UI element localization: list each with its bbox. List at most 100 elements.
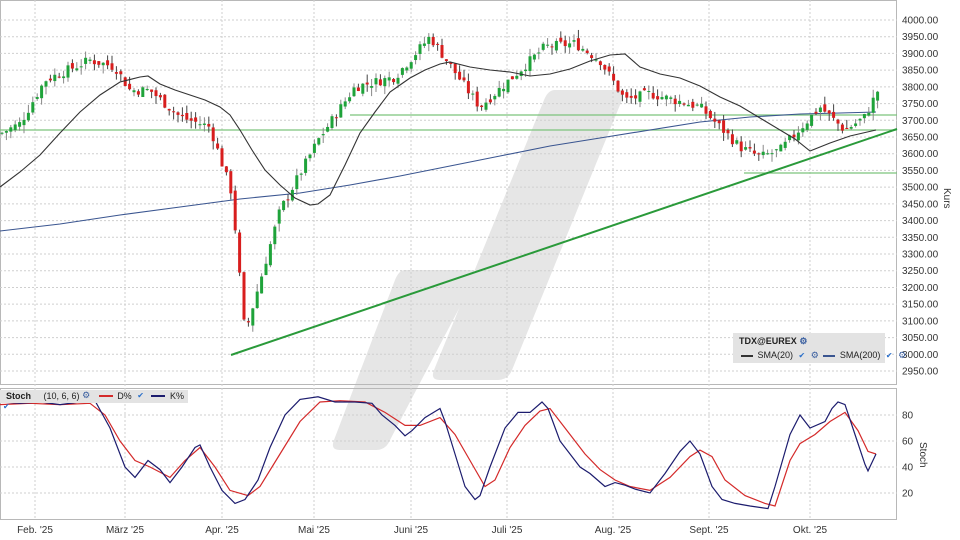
candle-body bbox=[106, 60, 110, 66]
candle-body bbox=[506, 79, 510, 93]
candle-body bbox=[634, 95, 638, 99]
stoch-axis-title: Stoch bbox=[917, 442, 928, 468]
candle-body bbox=[484, 102, 488, 110]
candle-body bbox=[466, 81, 470, 94]
sma200-visible-checkbox[interactable]: ✔ bbox=[885, 351, 893, 360]
candle-body bbox=[559, 37, 563, 42]
candle-body bbox=[598, 61, 602, 66]
price-y-tick: 3300.00 bbox=[902, 250, 939, 261]
candle-body bbox=[75, 68, 79, 71]
candle-body bbox=[44, 81, 48, 87]
x-axis-label: Mai '25 bbox=[298, 525, 330, 536]
candle-body bbox=[378, 79, 382, 86]
candle-body bbox=[295, 175, 299, 190]
candle-body bbox=[53, 74, 57, 82]
candle-body bbox=[805, 123, 809, 130]
candle-body bbox=[572, 40, 576, 42]
candle-body bbox=[700, 103, 704, 108]
candle-body bbox=[370, 86, 374, 88]
candle-body bbox=[383, 78, 387, 87]
candle-body bbox=[414, 55, 418, 61]
price-y-tick: 3800.00 bbox=[902, 82, 939, 93]
candle-body bbox=[858, 118, 862, 121]
x-axis-label: Feb. '25 bbox=[17, 525, 53, 536]
candle-body bbox=[229, 171, 233, 194]
candle-body bbox=[629, 95, 633, 98]
candle-body bbox=[594, 59, 598, 61]
candle-body bbox=[735, 140, 739, 144]
candle-body bbox=[532, 54, 536, 60]
price-y-tick: 3550.00 bbox=[902, 166, 939, 177]
candle-body bbox=[18, 122, 22, 127]
sma200-settings-icon[interactable]: ⚙ bbox=[898, 350, 907, 360]
candle-body bbox=[31, 102, 35, 113]
price-y-tick: 2950.00 bbox=[902, 367, 939, 378]
candle-body bbox=[488, 99, 492, 103]
candle-body bbox=[330, 116, 334, 129]
candle-body bbox=[198, 124, 202, 126]
candle-body bbox=[515, 75, 519, 79]
sma20-settings-icon[interactable]: ⚙ bbox=[810, 350, 819, 360]
price-y-tick: 3400.00 bbox=[902, 216, 939, 227]
candle-body bbox=[673, 98, 677, 105]
k-visible-checkbox[interactable]: ✔ bbox=[3, 402, 10, 412]
price-y-tick: 3750.00 bbox=[902, 99, 939, 110]
candle-body bbox=[326, 126, 330, 132]
candle-body bbox=[202, 123, 206, 125]
candle-body bbox=[189, 118, 193, 121]
date-gridlines bbox=[34, 0, 811, 520]
candle-body bbox=[48, 78, 52, 81]
candle-body bbox=[343, 101, 347, 107]
candle-body bbox=[541, 43, 545, 50]
candle-body bbox=[242, 272, 246, 320]
candle-body bbox=[502, 88, 506, 92]
candle-body bbox=[783, 141, 787, 148]
price-y-tick: 3100.00 bbox=[902, 316, 939, 327]
x-axis-label: Juli '25 bbox=[492, 525, 523, 536]
candle-body bbox=[651, 92, 655, 99]
candle-body bbox=[374, 78, 378, 85]
d-visible-checkbox[interactable]: ✔ bbox=[137, 391, 144, 401]
price-y-tick: 3650.00 bbox=[902, 133, 939, 144]
price-y-tick: 3000.00 bbox=[902, 350, 939, 361]
candle-body bbox=[528, 56, 532, 71]
price-y-tick: 3900.00 bbox=[902, 49, 939, 60]
legend-k-label: K% bbox=[169, 390, 184, 401]
price-y-tick: 3600.00 bbox=[902, 149, 939, 160]
stoch-settings-icon[interactable]: ⚙ bbox=[82, 390, 91, 401]
candle-body bbox=[396, 77, 400, 84]
sma20-swatch-icon bbox=[741, 354, 753, 357]
candle-body bbox=[788, 135, 792, 141]
sma20-visible-checkbox[interactable]: ✔ bbox=[798, 351, 806, 360]
candle-body bbox=[642, 88, 646, 91]
candle-body bbox=[176, 112, 180, 115]
candle-body bbox=[251, 308, 255, 326]
x-axis-label: Sept. '25 bbox=[689, 525, 729, 536]
candle-body bbox=[233, 190, 237, 231]
candle-body bbox=[722, 120, 726, 133]
candle-body bbox=[440, 45, 444, 58]
price-y-tick: 3250.00 bbox=[902, 266, 939, 277]
candle-body bbox=[678, 100, 682, 104]
candle-body bbox=[717, 120, 721, 124]
candle-body bbox=[114, 72, 118, 74]
candle-body bbox=[185, 113, 189, 120]
price-y-tick: 3150.00 bbox=[902, 300, 939, 311]
candle-body bbox=[220, 148, 224, 167]
settings-icon[interactable]: ⚙ bbox=[799, 336, 808, 346]
candle-body bbox=[436, 43, 440, 45]
candle-body bbox=[405, 67, 409, 71]
candle-body bbox=[348, 97, 352, 102]
sma20-line bbox=[0, 53, 877, 206]
candle-body bbox=[590, 55, 594, 59]
candle-body bbox=[620, 90, 624, 95]
d-swatch-icon bbox=[98, 394, 113, 397]
candle-body bbox=[304, 158, 308, 173]
candle-body bbox=[462, 77, 466, 81]
candle-body bbox=[207, 123, 211, 127]
price-y-tick: 3950.00 bbox=[902, 32, 939, 43]
candle-body bbox=[730, 134, 734, 145]
candle-body bbox=[277, 209, 281, 224]
candle-body bbox=[356, 87, 360, 92]
candle-body bbox=[444, 59, 448, 62]
